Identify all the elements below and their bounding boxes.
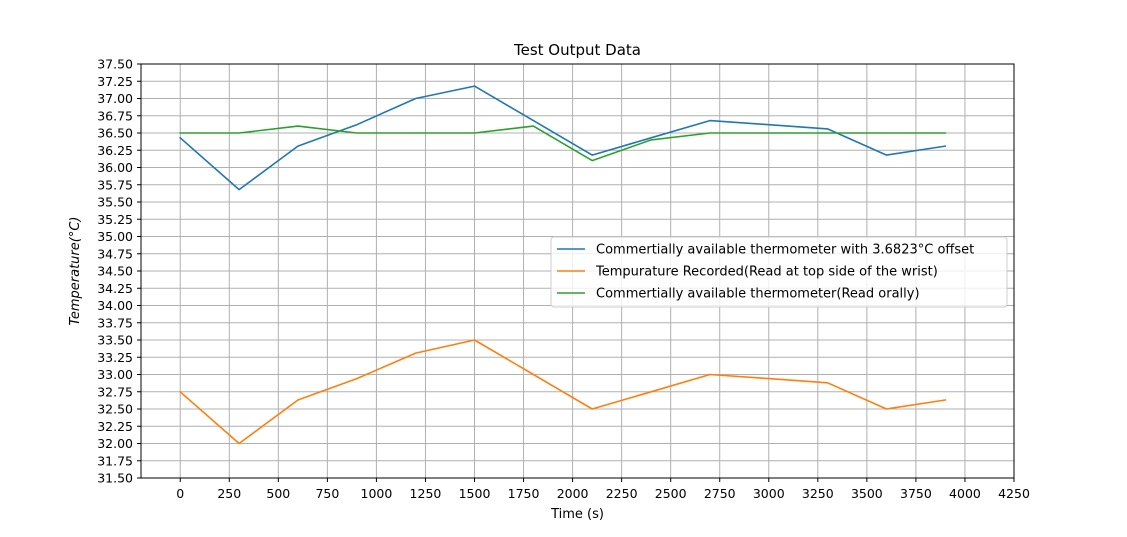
x-tick-label: 3500: [851, 486, 883, 501]
legend-frame: [550, 236, 1008, 308]
y-tick-label: 35.75: [97, 177, 133, 192]
legend-label-2: Tempurature Recorded(Read at top side of…: [595, 265, 938, 280]
x-tick-label: 1750: [508, 486, 540, 501]
x-tick-label: 3750: [900, 486, 932, 501]
x-tick-label: 500: [266, 486, 290, 501]
y-tick-label: 35.00: [97, 229, 133, 244]
x-tick-label: 2750: [704, 486, 736, 501]
y-tick-label: 36.00: [97, 160, 133, 175]
legend-label-3: Commertially available thermometer(Read …: [596, 287, 920, 302]
y-tick-label: 34.50: [97, 264, 133, 279]
y-tick-label: 32.00: [97, 436, 133, 451]
x-tick-label: 3000: [753, 486, 785, 501]
y-tick-label: 34.25: [97, 281, 133, 296]
x-tick-label: 1000: [361, 486, 393, 501]
y-tick-label: 33.75: [97, 315, 133, 330]
series-line-2: [179, 339, 947, 445]
x-tick-label: 2000: [557, 486, 589, 501]
y-tick-label: 32.25: [97, 419, 133, 434]
x-tick-label: 3250: [802, 486, 834, 501]
y-axis-label: Temperature(°C): [68, 217, 83, 326]
x-tick-label: 1500: [459, 486, 491, 501]
legend: Commertially available thermometer with …: [550, 236, 1008, 308]
y-tick-label: 33.00: [97, 367, 133, 382]
y-tick-label: 36.75: [97, 108, 133, 123]
y-tick-label: 37.25: [97, 74, 133, 89]
x-tick-label: 0: [176, 486, 184, 501]
y-tick-label: 33.50: [97, 333, 133, 348]
y-tick-label: 35.50: [97, 195, 133, 210]
x-axis-ticks: 0 250 500 750 1000 1250 1500 1750 2000 2250 2500 27…: [176, 478, 1030, 501]
x-tick-label: 2500: [655, 486, 687, 501]
y-tick-label: 31.75: [97, 453, 133, 468]
x-tick-label: 4000: [949, 486, 981, 501]
x-tick-label: 2250: [606, 486, 638, 501]
y-axis-ticks: 31.50 31.75 32.00 32.25 32.50 32.75 33.00 33.25…: [97, 57, 141, 486]
series-lines: [179, 85, 947, 445]
y-tick-label: 36.25: [97, 143, 133, 158]
y-tick-label: 34.00: [97, 298, 133, 313]
x-tick-label: 4250: [998, 486, 1030, 501]
y-tick-label: 32.75: [97, 384, 133, 399]
chart-title: Test Output Data: [513, 41, 641, 59]
series-line-3: [179, 125, 947, 162]
x-tick-label: 750: [315, 486, 339, 501]
y-tick-label: 37.50: [97, 57, 133, 72]
x-tick-label: 250: [217, 486, 241, 501]
x-axis-label: Time (s): [550, 507, 604, 522]
x-tick-label: 1250: [410, 486, 442, 501]
y-tick-label: 32.50: [97, 402, 133, 417]
y-tick-label: 33.25: [97, 350, 133, 365]
y-tick-label: 36.50: [97, 126, 133, 141]
y-tick-label: 37.00: [97, 91, 133, 106]
legend-label-1: Commertially available thermometer with …: [596, 243, 974, 258]
y-tick-label: 35.25: [97, 212, 133, 227]
series-line-1: [179, 85, 947, 191]
y-tick-label: 31.50: [97, 471, 133, 486]
y-tick-label: 34.75: [97, 246, 133, 261]
